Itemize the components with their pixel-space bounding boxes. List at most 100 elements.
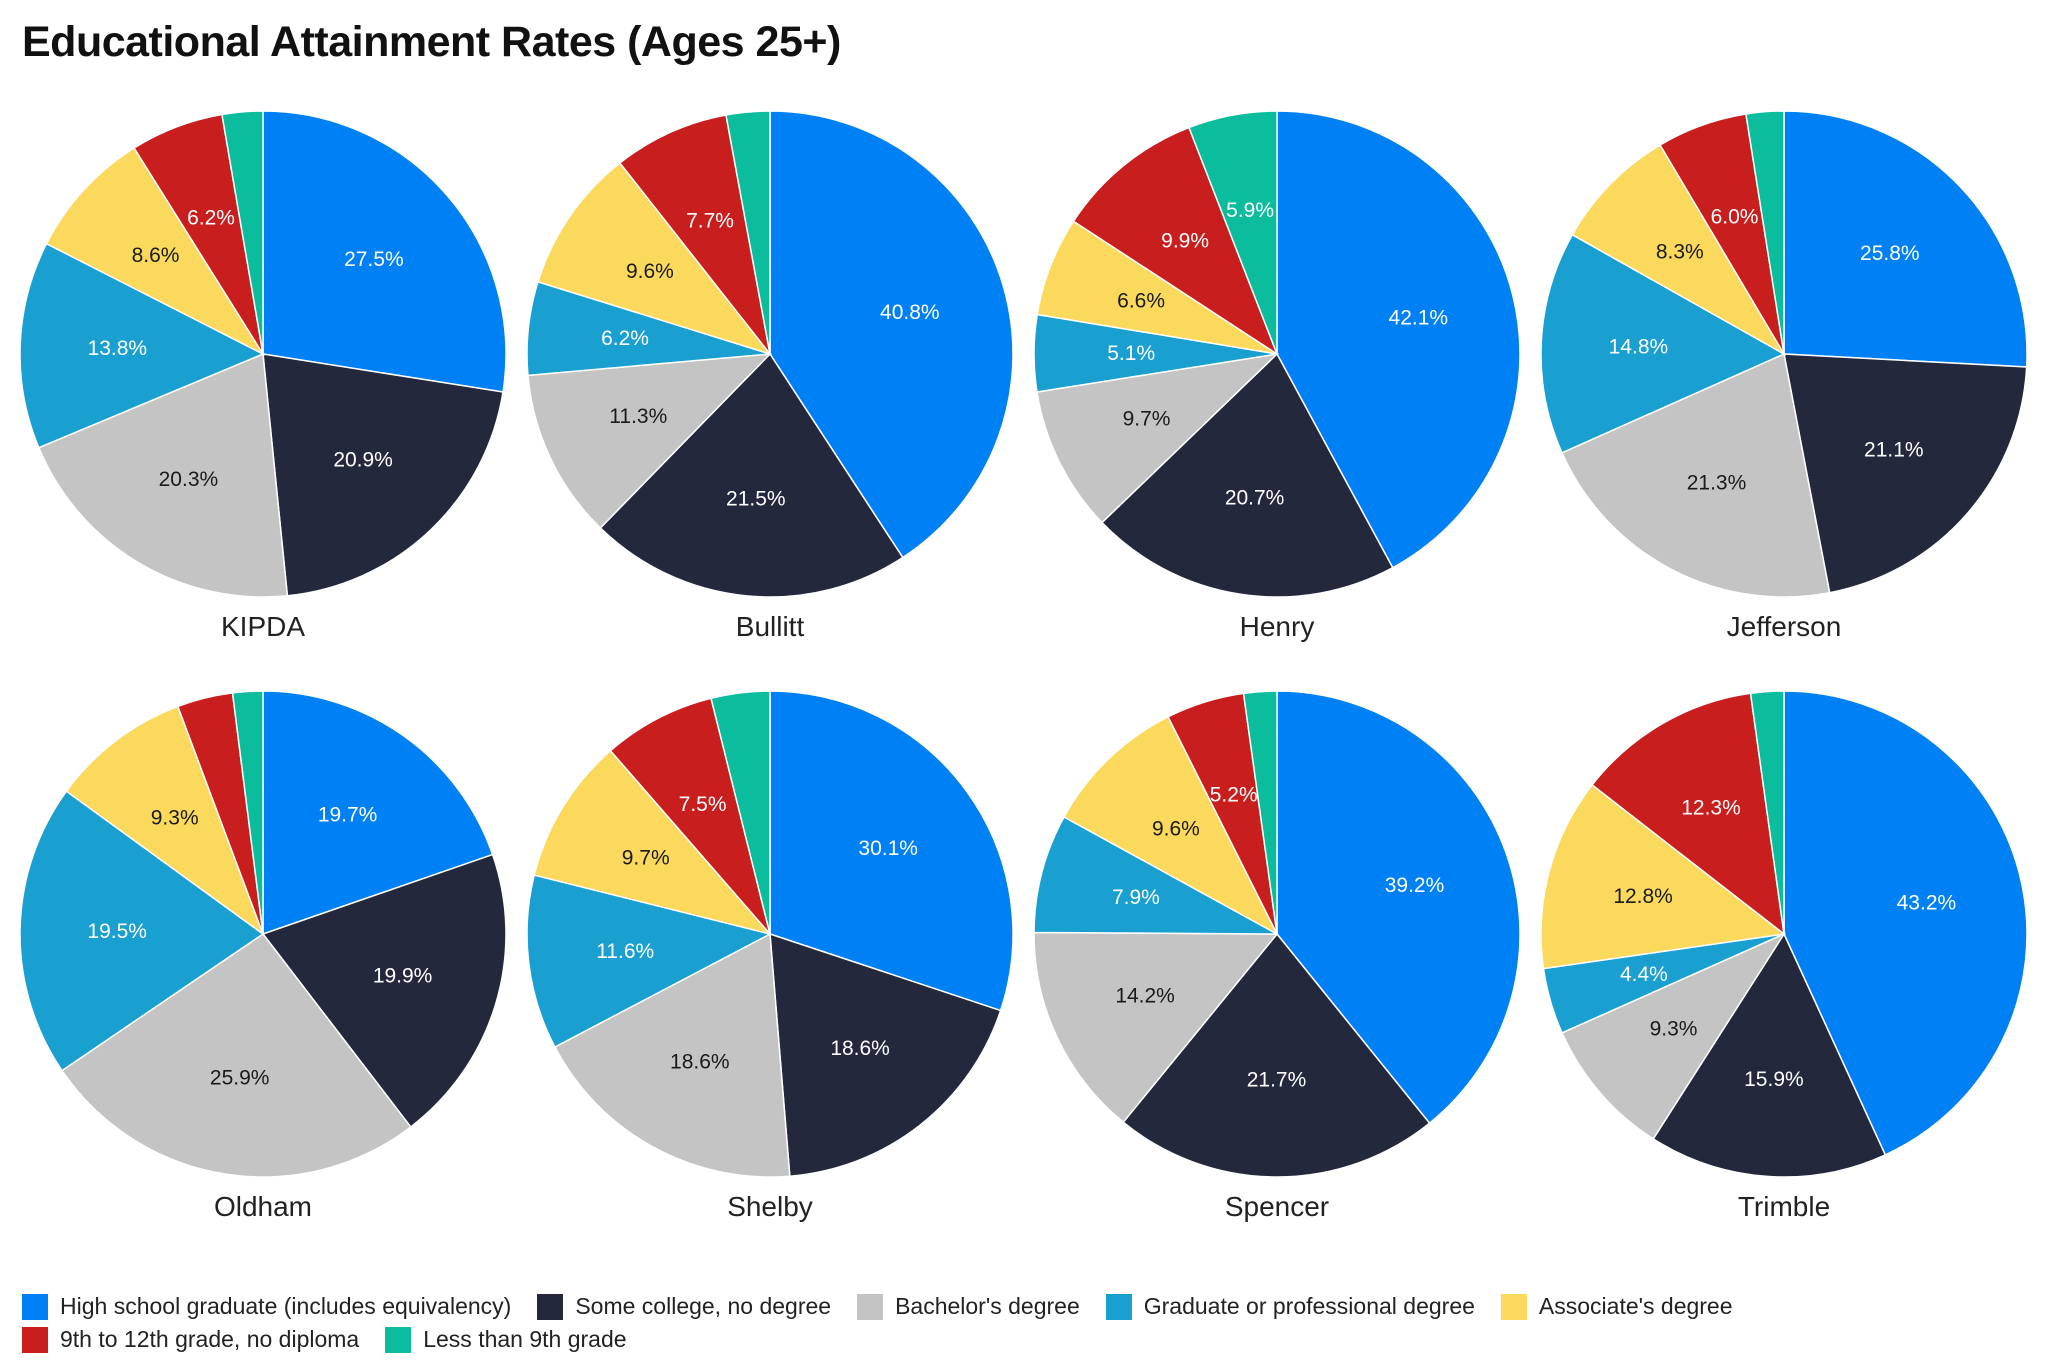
pie-slice-9th-to-12th-grade-no-diploma bbox=[609, 697, 771, 935]
data-label: 21.5% bbox=[726, 488, 786, 511]
legend-item-9th-to-12th-grade-no-diploma: 9th to 12th grade, no diploma bbox=[22, 1326, 359, 1353]
pie-slice-graduate-or-professional-degree bbox=[1033, 815, 1278, 935]
data-label: 14.8% bbox=[1609, 336, 1669, 359]
pie-slice-associate-s-degree bbox=[537, 161, 773, 356]
pie-name: Spencer bbox=[1225, 1191, 1329, 1222]
legend-swatch bbox=[1105, 1293, 1132, 1320]
pie-bullitt: 40.8% 21.5% 11.3% 6.2% 9.6% 7.7% Bullitt bbox=[526, 110, 1014, 642]
data-label: 5.9% bbox=[1226, 199, 1274, 222]
data-label: 20.7% bbox=[1225, 487, 1285, 510]
pie-slice-less-than-9th-grade bbox=[1187, 110, 1278, 355]
pie-slice-associate-s-degree bbox=[1063, 715, 1279, 936]
pie-name: Henry bbox=[1240, 611, 1315, 642]
legend-label: Some college, no degree bbox=[575, 1293, 832, 1319]
data-label: 6.2% bbox=[187, 206, 235, 229]
pie-slice-bachelor-s-degree bbox=[1033, 931, 1279, 1124]
data-label: 30.1% bbox=[858, 837, 918, 860]
legend-swatch bbox=[857, 1293, 884, 1320]
pie-name: Shelby bbox=[727, 1191, 813, 1222]
data-label: 40.8% bbox=[880, 301, 940, 324]
legend-item-high-school-graduate-includes-equivalency: High school graduate (includes equivalen… bbox=[22, 1293, 511, 1320]
pie-name: Bullitt bbox=[736, 611, 805, 642]
pie-name: Trimble bbox=[1738, 1191, 1830, 1222]
pie-slice-some-college-no-degree bbox=[1122, 932, 1431, 1178]
data-label: 14.2% bbox=[1115, 985, 1175, 1008]
data-label: 9.3% bbox=[1650, 1018, 1698, 1041]
pie-slice-bachelor-s-degree bbox=[1560, 352, 1831, 598]
pie-slice-bachelor-s-degree bbox=[1036, 352, 1280, 524]
data-label: 42.1% bbox=[1389, 307, 1449, 330]
pie-jefferson: 25.8% 21.1% 21.3% 14.8% 8.3% 6.0% Jefferson bbox=[1540, 110, 2028, 642]
data-label: 9.6% bbox=[626, 260, 674, 283]
pie-slice-less-than-9th-grade bbox=[1242, 690, 1278, 935]
pie-slice-high-school-graduate-includes-equivalency bbox=[1783, 690, 2028, 1156]
data-label: 27.5% bbox=[344, 248, 404, 271]
legend-row: High school graduate (includes equivalen… bbox=[22, 1290, 2022, 1323]
legend-item-bachelor-s-degree: Bachelor's degree bbox=[857, 1293, 1080, 1320]
pie-slice-graduate-or-professional-degree bbox=[19, 242, 265, 449]
pie-slice-some-college-no-degree bbox=[261, 853, 507, 1128]
pie-slice-associate-s-degree bbox=[45, 146, 266, 356]
pie-trimble: 43.2% 15.9% 9.3% 4.4% 12.8% 12.3% Trimble bbox=[1540, 690, 2028, 1222]
data-label: 8.3% bbox=[1656, 241, 1704, 264]
data-label: 6.0% bbox=[1711, 205, 1759, 228]
pie-slice-less-than-9th-grade bbox=[221, 110, 264, 355]
data-label: 8.6% bbox=[132, 244, 180, 267]
legend-label: 9th to 12th grade, no diploma bbox=[60, 1326, 360, 1352]
data-label: 39.2% bbox=[1385, 874, 1445, 897]
legend: High school graduate (includes equivalen… bbox=[22, 1290, 2022, 1356]
pie-slice-associate-s-degree bbox=[1571, 143, 1787, 357]
data-label: 7.9% bbox=[1112, 886, 1160, 909]
data-label: 19.9% bbox=[373, 965, 433, 988]
pie-slice-high-school-graduate-includes-equivalency bbox=[1276, 690, 1521, 1125]
data-label: 12.3% bbox=[1681, 796, 1741, 819]
data-label: 18.6% bbox=[670, 1050, 730, 1073]
legend-label: Associate's degree bbox=[1538, 1293, 1733, 1319]
legend-item-some-college-no-degree: Some college, no degree bbox=[537, 1293, 831, 1320]
data-label: 20.9% bbox=[333, 449, 393, 472]
pie-slice-graduate-or-professional-degree bbox=[19, 790, 265, 1072]
data-label: 6.2% bbox=[601, 327, 649, 350]
legend-item-less-than-9th-grade: Less than 9th grade bbox=[385, 1326, 627, 1353]
pie-slice-high-school-graduate-includes-equivalency bbox=[262, 110, 507, 393]
pie-name: Oldham bbox=[214, 1191, 312, 1222]
data-label: 21.3% bbox=[1687, 472, 1747, 495]
data-label: 5.2% bbox=[1210, 783, 1258, 806]
data-label: 25.9% bbox=[210, 1066, 270, 1089]
chart-title: Educational Attainment Rates (Ages 25+) bbox=[22, 18, 841, 66]
pie-slice-bachelor-s-degree bbox=[37, 352, 289, 598]
pie-slice-associate-s-degree bbox=[533, 749, 773, 936]
legend-item-associate-s-degree: Associate's degree bbox=[1500, 1293, 1733, 1320]
pie-name: KIPDA bbox=[221, 611, 305, 642]
data-label: 19.7% bbox=[318, 804, 378, 827]
pie-slice-some-college-no-degree bbox=[1652, 932, 1887, 1178]
pie-slice-high-school-graduate-includes-equivalency bbox=[769, 690, 1014, 1012]
pie-slice-associate-s-degree bbox=[1540, 783, 1786, 970]
legend-label: High school graduate (includes equivalen… bbox=[60, 1293, 512, 1319]
pie-shelby: 30.1% 18.6% 18.6% 11.6% 9.7% 7.5% Shelby bbox=[526, 690, 1014, 1222]
data-label: 7.5% bbox=[679, 793, 727, 816]
legend-label: Graduate or professional degree bbox=[1143, 1293, 1475, 1319]
data-label: 12.8% bbox=[1613, 885, 1673, 908]
pie-slice-less-than-9th-grade bbox=[1749, 690, 1785, 935]
legend-swatch bbox=[22, 1293, 48, 1320]
pie-slice-bachelor-s-degree bbox=[60, 932, 412, 1178]
pie-slice-bachelor-s-degree bbox=[1561, 932, 1786, 1140]
data-label: 18.6% bbox=[830, 1037, 890, 1060]
pie-slice-graduate-or-professional-degree bbox=[1540, 233, 1786, 454]
pie-slice-high-school-graduate-includes-equivalency bbox=[1783, 110, 2028, 368]
legend-item-graduate-or-professional-degree: Graduate or professional degree bbox=[1105, 1293, 1475, 1320]
data-label: 21.1% bbox=[1864, 438, 1924, 461]
pie-slice-some-college-no-degree bbox=[1783, 353, 2028, 594]
legend-label: Bachelor's degree bbox=[895, 1293, 1080, 1319]
pie-kipda: 27.5% 20.9% 20.3% 13.8% 8.6% 6.2% KIPDA bbox=[19, 110, 507, 642]
pie-slice-less-than-9th-grade bbox=[710, 690, 771, 935]
legend-row: 9th to 12th grade, no diploma Less than 9… bbox=[22, 1323, 2022, 1356]
pie-slice-some-college-no-degree bbox=[1100, 352, 1394, 598]
pie-charts-grid: 27.5% 20.9% 20.3% 13.8% 8.6% 6.2% KIPDA 40.8% 21… bbox=[19, 110, 2028, 1222]
data-label: 11.3% bbox=[609, 405, 667, 428]
pie-slice-high-school-graduate-includes-equivalency bbox=[1276, 110, 1521, 569]
pie-slice-high-school-graduate-includes-equivalency bbox=[262, 690, 494, 936]
data-label: 6.6% bbox=[1117, 290, 1165, 313]
data-label: 11.6% bbox=[596, 940, 654, 963]
